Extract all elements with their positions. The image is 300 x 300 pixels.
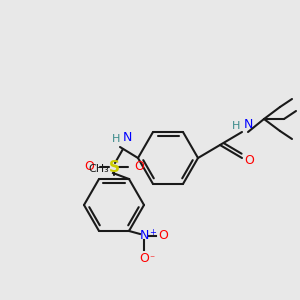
Text: N: N — [244, 118, 254, 131]
Text: O: O — [158, 230, 168, 242]
Text: O: O — [244, 154, 254, 166]
Text: O: O — [134, 160, 144, 173]
Text: CH₃: CH₃ — [88, 164, 109, 174]
Text: O: O — [139, 252, 149, 265]
Text: H: H — [232, 121, 240, 131]
Text: N: N — [139, 230, 149, 242]
Text: S: S — [109, 160, 119, 175]
Text: O: O — [84, 160, 94, 173]
Text: H: H — [112, 134, 120, 144]
Text: +: + — [149, 229, 156, 238]
Text: ⁻: ⁻ — [149, 254, 154, 264]
Text: N: N — [123, 131, 132, 144]
